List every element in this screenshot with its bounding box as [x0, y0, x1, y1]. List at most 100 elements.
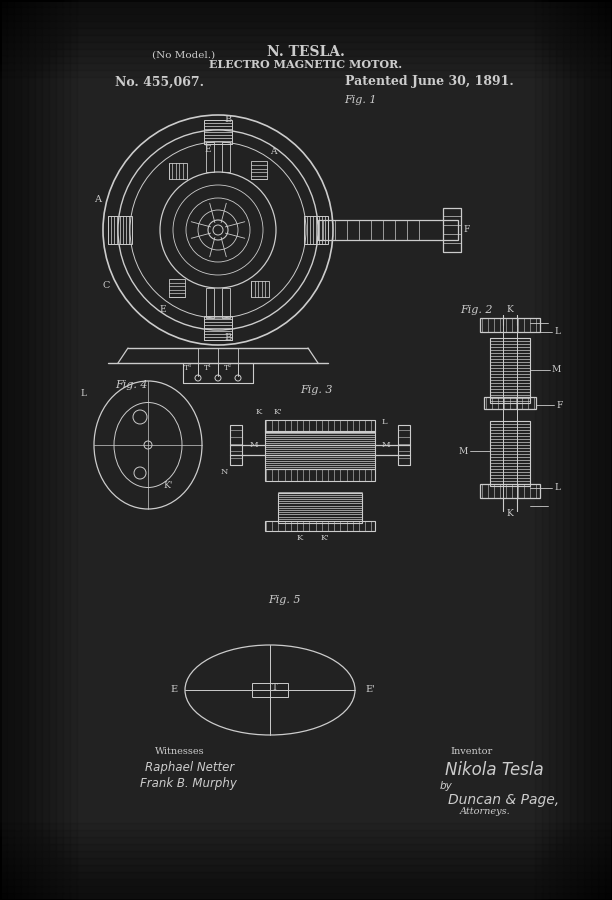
Text: M: M: [382, 441, 390, 449]
Text: K': K': [163, 481, 173, 490]
Text: K': K': [274, 408, 282, 416]
Text: Duncan & Page,: Duncan & Page,: [448, 793, 559, 807]
Bar: [0, 872, 612, 900]
Bar: [0, 0, 612, 77]
Bar: [0, 879, 612, 900]
Bar: [230, 425, 242, 465]
Bar: [169, 163, 187, 179]
Bar: [598, 0, 612, 900]
Bar: [304, 216, 328, 244]
Text: B: B: [225, 334, 231, 343]
Text: E: E: [160, 305, 166, 314]
Bar: [0, 823, 612, 900]
Bar: [0, 0, 56, 900]
Bar: [398, 425, 410, 465]
Bar: [0, 0, 49, 900]
Bar: [0, 0, 612, 56]
Bar: [0, 0, 612, 28]
Text: ELECTRO MAGNETIC MOTOR.: ELECTRO MAGNETIC MOTOR.: [209, 59, 403, 70]
Text: Fig. 3: Fig. 3: [300, 385, 332, 395]
Text: K: K: [507, 305, 513, 314]
Text: Nikola Tesla: Nikola Tesla: [445, 761, 543, 779]
Bar: [584, 0, 612, 900]
Bar: [265, 521, 375, 531]
Text: A: A: [270, 148, 276, 157]
Bar: [318, 220, 458, 240]
Bar: [556, 0, 612, 900]
Text: (No Model.): (No Model.): [152, 50, 215, 59]
Text: M: M: [459, 446, 468, 455]
Bar: [0, 0, 42, 900]
Bar: [204, 316, 232, 340]
Text: M: M: [552, 365, 561, 374]
Bar: [490, 338, 530, 403]
Text: Fig. 4: Fig. 4: [115, 380, 147, 390]
Bar: [0, 886, 612, 900]
Bar: [605, 0, 612, 900]
Bar: [252, 683, 288, 697]
Bar: [0, 0, 612, 42]
Bar: [0, 858, 612, 900]
Bar: [0, 865, 612, 900]
Text: K: K: [297, 534, 303, 542]
Bar: [206, 288, 214, 318]
Bar: [591, 0, 612, 900]
Text: T²: T²: [224, 364, 232, 372]
Text: L: L: [382, 418, 387, 426]
Bar: [542, 0, 612, 900]
Bar: [0, 0, 77, 900]
Bar: [222, 288, 230, 318]
Text: F: F: [463, 226, 469, 235]
Bar: [0, 0, 28, 900]
Text: N. TESLA.: N. TESLA.: [267, 45, 345, 59]
Text: C: C: [102, 281, 110, 290]
Text: Frank B. Murphy: Frank B. Murphy: [140, 778, 237, 790]
Bar: [252, 281, 269, 297]
Text: E: E: [171, 686, 178, 695]
Text: A: A: [94, 195, 102, 204]
Bar: [490, 421, 530, 486]
Bar: [549, 0, 612, 900]
Bar: [108, 216, 132, 244]
Bar: [0, 0, 612, 14]
Text: Patented June 30, 1891.: Patented June 30, 1891.: [345, 76, 513, 88]
Text: T¹: T¹: [204, 364, 212, 372]
Bar: [0, 0, 7, 900]
Text: Inventor: Inventor: [450, 748, 492, 757]
Bar: [0, 0, 70, 900]
Bar: [0, 844, 612, 900]
Bar: [222, 142, 230, 172]
Bar: [563, 0, 612, 900]
Text: M: M: [249, 441, 258, 449]
Text: F: F: [556, 400, 562, 410]
Bar: [0, 837, 612, 900]
Bar: [0, 830, 612, 900]
Text: K: K: [507, 509, 513, 518]
Text: Witnesses: Witnesses: [155, 748, 204, 757]
Bar: [577, 0, 612, 900]
Bar: [265, 420, 375, 432]
Bar: [169, 279, 185, 297]
Bar: [484, 397, 536, 409]
Bar: [0, 0, 612, 49]
Text: L: L: [80, 389, 86, 398]
Bar: [0, 893, 612, 900]
Bar: [278, 493, 362, 523]
Bar: [535, 0, 612, 900]
Text: T: T: [272, 682, 278, 691]
Text: Fig. 2: Fig. 2: [460, 305, 493, 315]
Bar: [443, 208, 461, 252]
Bar: [0, 0, 612, 63]
Text: T³: T³: [184, 364, 192, 372]
Bar: [0, 0, 612, 7]
Text: B: B: [225, 115, 231, 124]
Text: No. 455,067.: No. 455,067.: [115, 76, 204, 88]
Bar: [206, 142, 214, 172]
Text: K: K: [256, 408, 262, 416]
Text: Fig. 5: Fig. 5: [268, 595, 300, 605]
Text: E': E': [365, 686, 375, 695]
Text: N: N: [220, 468, 228, 476]
Bar: [204, 120, 232, 144]
Bar: [0, 0, 35, 900]
Bar: [0, 851, 612, 900]
